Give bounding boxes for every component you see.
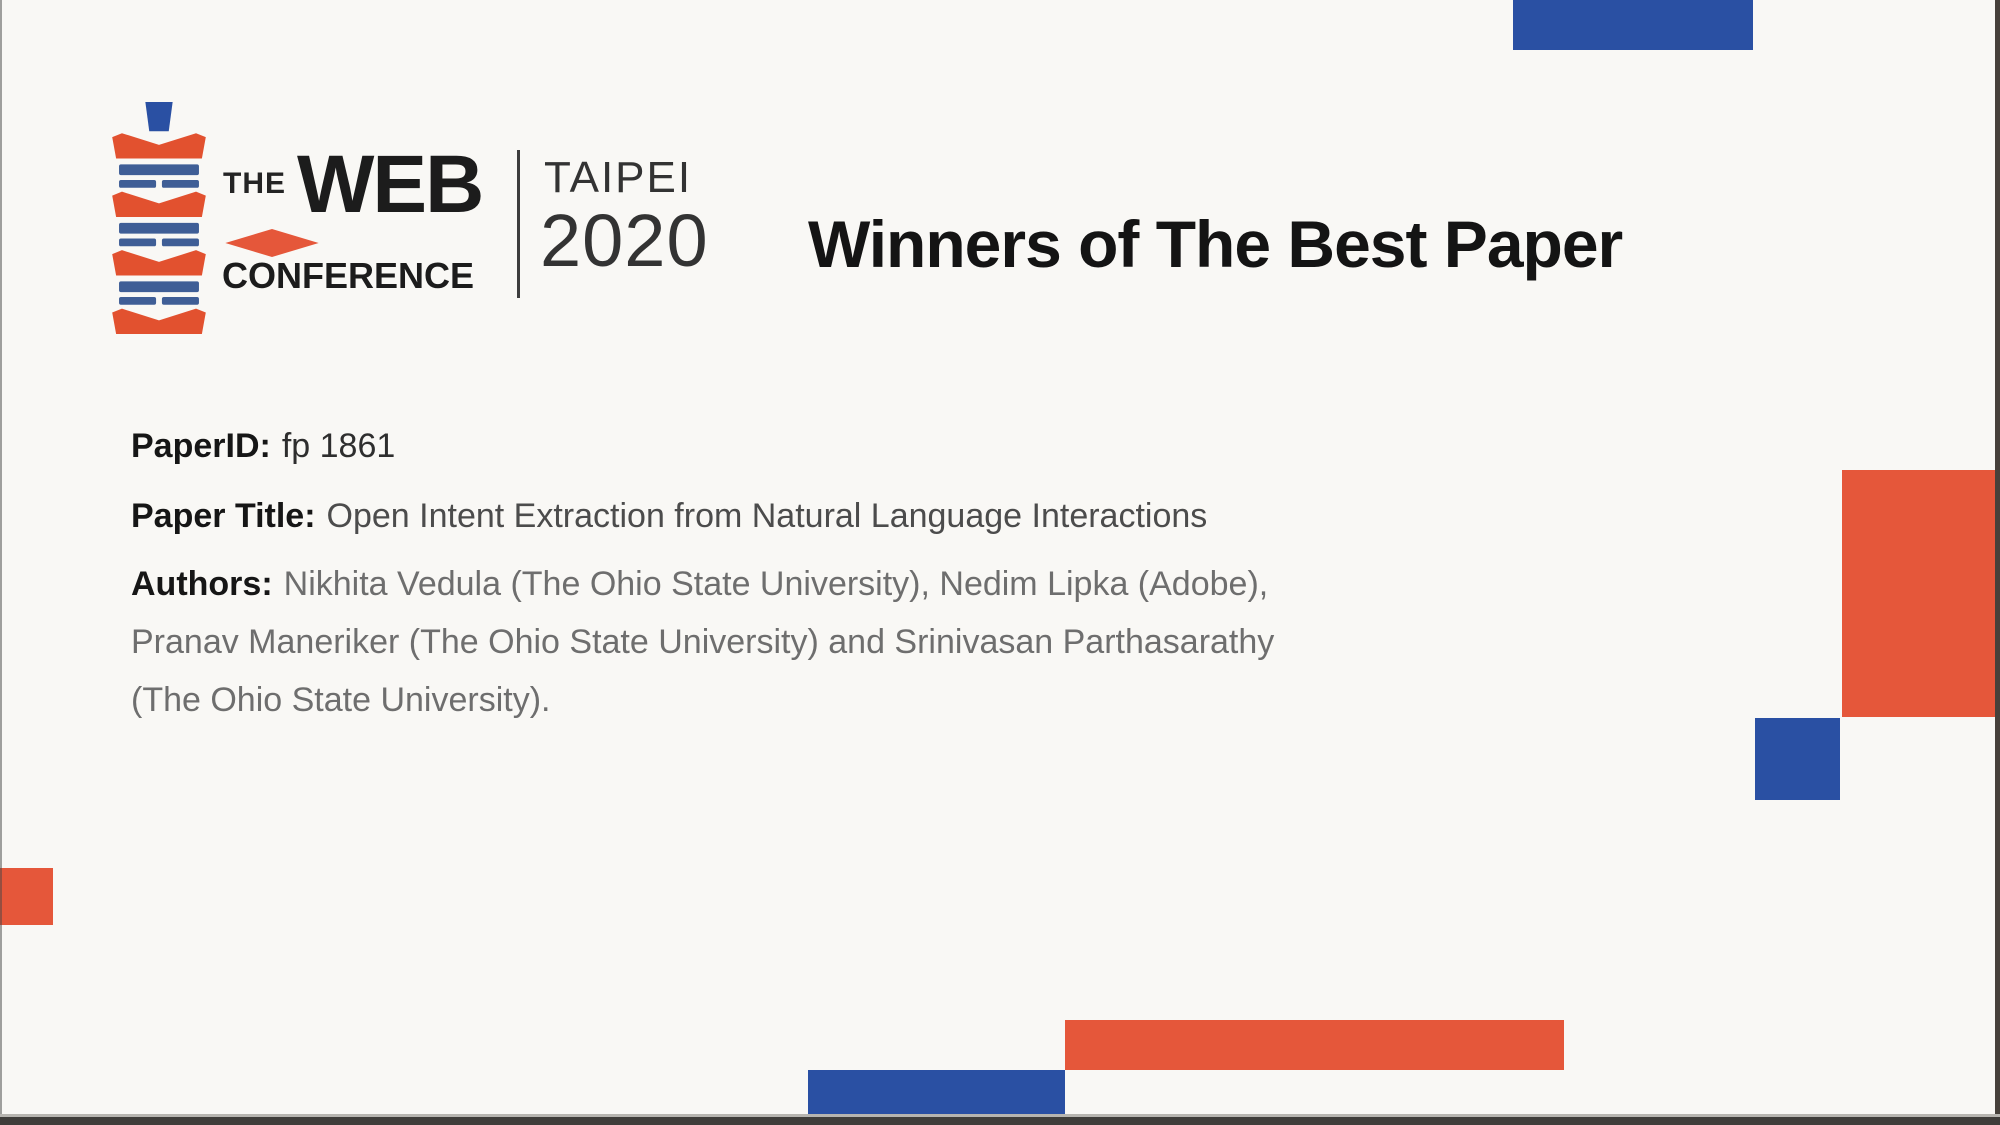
page-title: Winners of The Best Paper <box>808 207 1623 281</box>
logo-divider <box>517 150 520 298</box>
decor-rect-right-orange <box>1842 470 1995 717</box>
paper-id-row: PaperID: fp 1861 <box>131 426 395 467</box>
paper-authors-line1: Nikhita Vedula (The Ohio State Universit… <box>283 565 1269 603</box>
frame-edge-left <box>0 0 2 1125</box>
decor-rect-right-blue-square <box>1755 718 1840 800</box>
paper-title-value: Open Intent Extraction from Natural Lang… <box>326 497 1208 535</box>
paper-id-label: PaperID: <box>131 427 271 465</box>
frame-edge-bottom-dark <box>0 1117 2000 1125</box>
logo-text-the: THE <box>223 167 286 200</box>
frame-edge-right <box>1995 0 2000 1125</box>
decor-rect-top-right-blue <box>1513 0 1753 50</box>
paper-title-row: Paper Title: Open Intent Extraction from … <box>131 496 1207 537</box>
logo-text-taipei: TAIPEI <box>544 153 693 202</box>
logo-text-2020: 2020 <box>540 199 709 282</box>
decor-rect-left-orange <box>0 868 53 925</box>
paper-authors-line2: Pranav Maneriker (The Ohio State Univers… <box>131 623 1275 661</box>
paper-authors-label: Authors: <box>131 565 273 603</box>
decor-rect-bottom-blue-bar <box>808 1070 1065 1117</box>
paper-id-value: fp 1861 <box>281 427 396 465</box>
logo-text-conference: CONFERENCE <box>222 255 475 296</box>
decor-rect-bottom-orange-bar <box>1065 1020 1564 1070</box>
taipei-tower-icon <box>98 102 220 334</box>
paper-authors-line3: (The Ohio State University). <box>131 681 551 719</box>
frame-edge-bottom-light <box>0 1114 2000 1117</box>
paper-authors-row: Authors: Nikhita Vedula (The Ohio State U… <box>131 564 1268 605</box>
logo-text-web: WEB <box>297 139 484 230</box>
diamond-icon <box>224 229 320 257</box>
paper-title-label: Paper Title: <box>131 497 316 535</box>
